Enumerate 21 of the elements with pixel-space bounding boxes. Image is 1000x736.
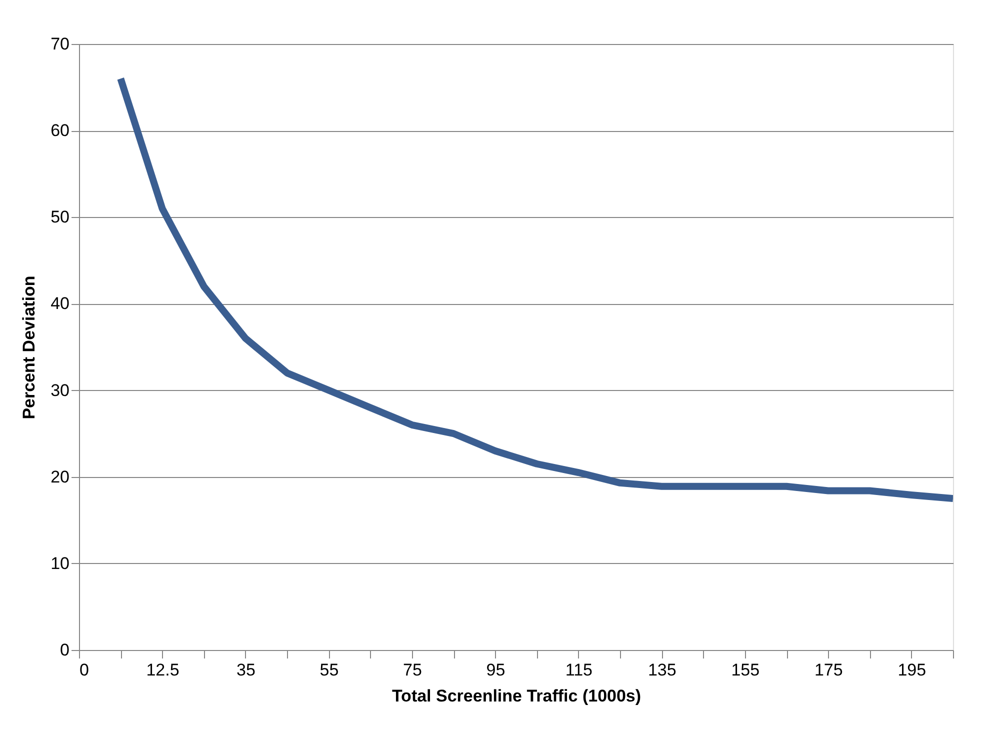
y-tick-label: 50 [50,208,70,227]
y-tick-label: 40 [50,294,70,314]
x-tick-label: 75 [402,660,422,680]
x-tick-label: 135 [648,660,676,680]
x-tick-label: 175 [814,660,843,680]
y-tick-label: 30 [50,380,70,400]
y-tick-label: 10 [50,554,70,573]
x-tick-label: 35 [236,660,256,680]
y-tick-label: 20 [50,467,70,486]
x-axis-title: Total Screenline Traffic (1000s) [392,686,642,706]
y-tick-label: 70 [50,34,70,54]
y-tick-label: 0 [60,640,70,660]
y-tick-label: 60 [50,121,70,140]
x-tick-label: 95 [486,660,506,680]
x-tick-label: 115 [565,660,592,680]
x-tick-label: 12.5 [146,660,180,680]
x-tick-label: 155 [731,660,760,680]
x-tick-label: 0 [80,660,89,680]
x-tick-label: 195 [898,660,926,680]
y-axis-title: Percent Deviation [20,276,39,420]
x-tick-label: 55 [320,660,339,680]
